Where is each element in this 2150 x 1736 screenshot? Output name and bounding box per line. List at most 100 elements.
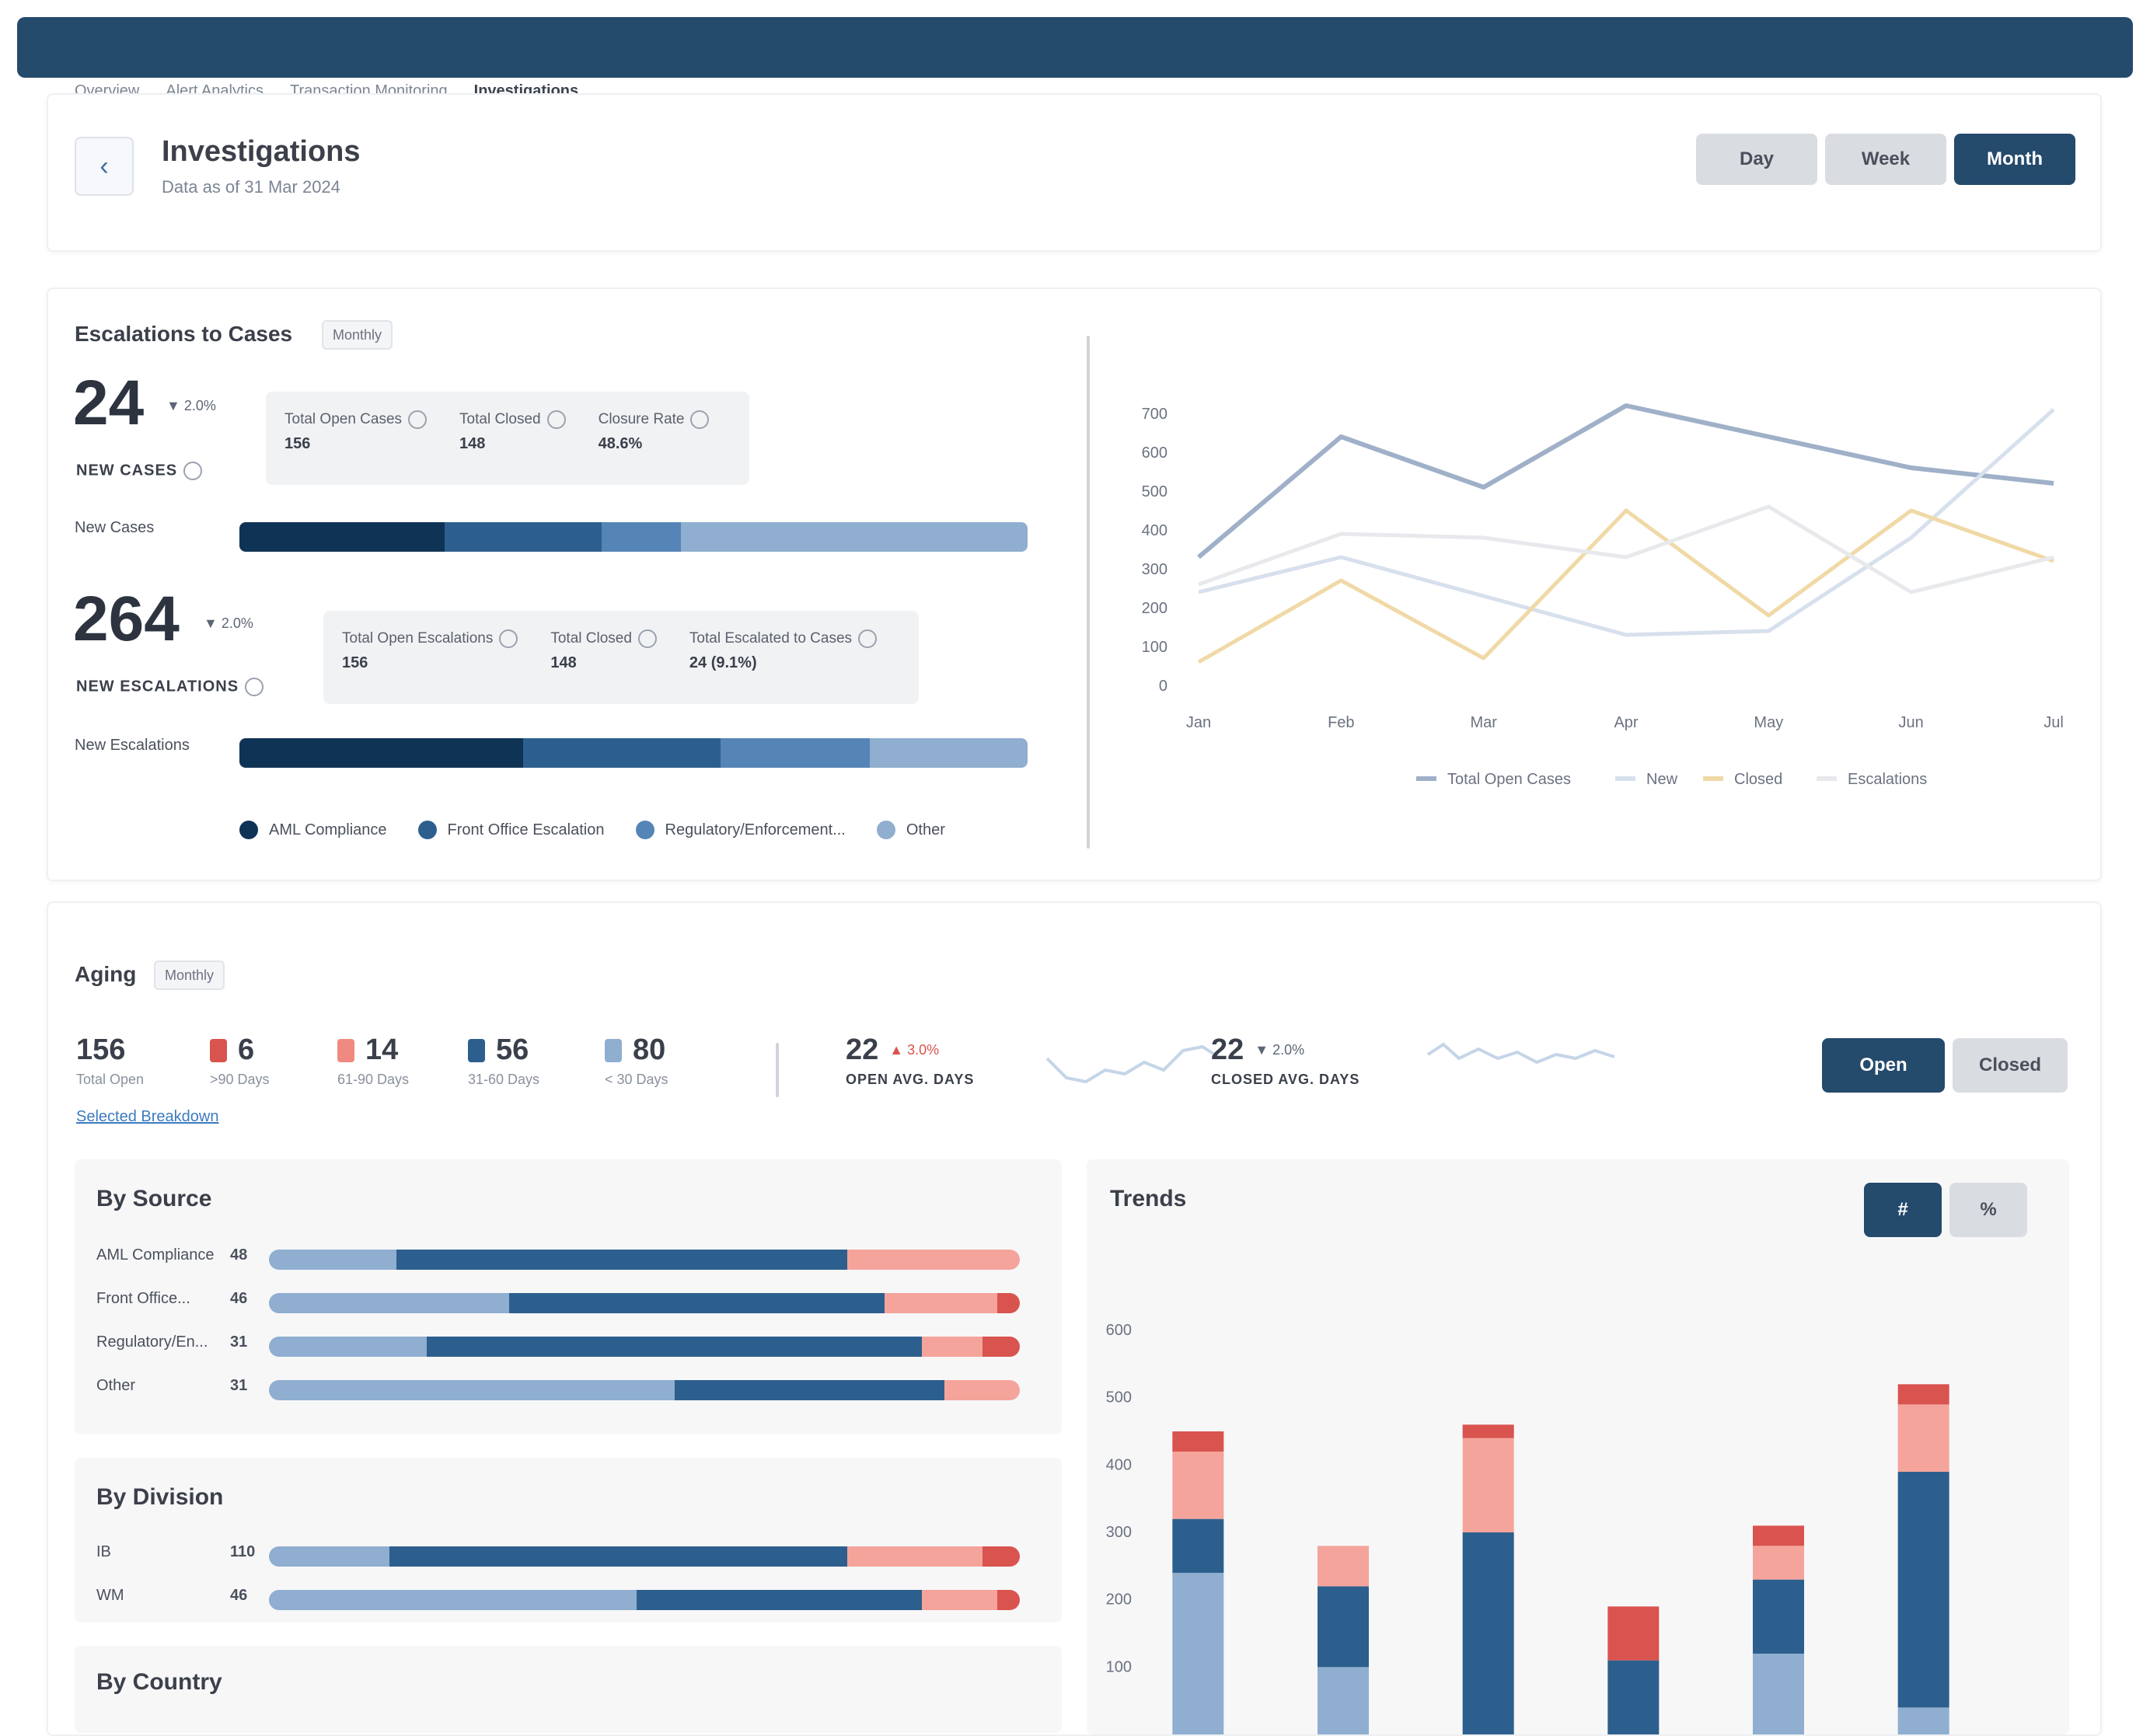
selected-breakdown-link[interactable]: Selected Breakdown: [76, 1108, 219, 1125]
aging-trends-bar-chart[interactable]: 100 200 300 400 500 600: [1087, 1268, 2069, 1734]
bar-segment[interactable]: [674, 1380, 945, 1400]
bar-segment[interactable]: [1897, 1384, 1949, 1405]
x-tick-label: Jun: [1899, 714, 1924, 731]
series-line[interactable]: [1197, 508, 2054, 664]
bar-segment[interactable]: [269, 1380, 675, 1400]
bar-segment[interactable]: [1462, 1438, 1514, 1532]
aging-stacked-bar[interactable]: [269, 1380, 1020, 1400]
bar-segment[interactable]: [637, 1590, 923, 1610]
bar-segment[interactable]: [997, 1590, 1020, 1610]
bar-segment[interactable]: [1753, 1525, 1804, 1546]
info-icon[interactable]: [183, 462, 203, 480]
series-line[interactable]: [1197, 403, 2054, 559]
bar-segment[interactable]: [389, 1546, 847, 1567]
toggle-open-button[interactable]: Open: [1822, 1038, 1945, 1093]
legend-item[interactable]: Other: [876, 821, 945, 839]
bar-segment[interactable]: [982, 1546, 1020, 1567]
bar-segment[interactable]: [720, 738, 871, 768]
escalations-line-chart[interactable]: 0 100 200 300 400 500 600 700 Jan Feb Mar Apr May Jun…: [1121, 367, 2069, 802]
bar-segment[interactable]: [1607, 1660, 1660, 1734]
aging-stacked-bar[interactable]: [269, 1590, 1020, 1610]
y-tick-label: 500: [1142, 483, 1167, 500]
aging-stacked-bar[interactable]: [269, 1546, 1020, 1567]
bar-segment[interactable]: [1753, 1579, 1804, 1654]
series-line[interactable]: [1198, 504, 2054, 594]
bar-segment[interactable]: [396, 1250, 847, 1270]
info-icon[interactable]: [546, 410, 566, 429]
period-day-button[interactable]: Day: [1696, 134, 1817, 185]
toggle-closed-button[interactable]: Closed: [1953, 1038, 2068, 1093]
new-cases-stats: Total Open Cases 156 Total Closed 148 Cl…: [266, 392, 749, 485]
section-divider: [1087, 336, 1090, 849]
bar-segment[interactable]: [1172, 1452, 1224, 1519]
bar-segment[interactable]: [870, 738, 1028, 768]
period-week-button[interactable]: Week: [1825, 134, 1946, 185]
bar-segment[interactable]: [269, 1590, 637, 1610]
bar-segment[interactable]: [239, 738, 524, 768]
bar-segment[interactable]: [269, 1546, 389, 1567]
bar-segment[interactable]: [885, 1293, 997, 1313]
bar-segment[interactable]: [1172, 1518, 1224, 1573]
aging-stacked-bar[interactable]: [269, 1250, 1020, 1270]
legend-swatch: [635, 821, 654, 839]
bar-segment[interactable]: [922, 1590, 997, 1610]
bar-segment[interactable]: [523, 738, 721, 768]
bar-segment[interactable]: [1172, 1573, 1224, 1734]
bar-segment[interactable]: [1753, 1546, 1804, 1580]
bar-segment[interactable]: [944, 1380, 1020, 1400]
kpi-under-30-days[interactable]: 80 < 30 Days: [605, 1034, 668, 1087]
new-escalations-stacked-bar[interactable]: [239, 738, 1028, 768]
bar-segment[interactable]: [426, 1337, 923, 1357]
kpi-61-90-days[interactable]: 14 61-90 Days: [337, 1034, 410, 1087]
aging-stacked-bar[interactable]: [269, 1337, 1020, 1357]
y-tick-label: 300: [1142, 561, 1167, 578]
bar-segment[interactable]: [846, 1250, 1020, 1270]
bar-segment[interactable]: [444, 522, 602, 552]
kpi-31-60-days[interactable]: 56 31-60 Days: [468, 1034, 540, 1087]
bar-segment[interactable]: [1318, 1586, 1369, 1668]
info-icon[interactable]: [690, 410, 710, 429]
bar-segment[interactable]: [1462, 1424, 1514, 1438]
bar-segment[interactable]: [602, 522, 681, 552]
kpi-over-90-days[interactable]: 6 >90 Days: [210, 1034, 270, 1087]
bar-segment[interactable]: [269, 1250, 397, 1270]
bar-segment[interactable]: [509, 1293, 885, 1313]
bar-segment[interactable]: [982, 1337, 1020, 1357]
legend-label: Total Open Cases: [1447, 771, 1571, 788]
bar-segment[interactable]: [680, 522, 1028, 552]
bar-segment[interactable]: [1318, 1546, 1369, 1587]
legend-item[interactable]: Front Office Escalation: [417, 821, 605, 839]
bar-segment[interactable]: [1462, 1532, 1514, 1734]
toggle-count-button[interactable]: #: [1864, 1183, 1942, 1237]
new-cases-stacked-bar[interactable]: [239, 522, 1028, 552]
info-icon[interactable]: [499, 629, 518, 648]
bar-segment[interactable]: [846, 1546, 983, 1567]
bar-segment[interactable]: [922, 1337, 983, 1357]
info-icon[interactable]: [858, 629, 878, 648]
bar-segment[interactable]: [1607, 1606, 1660, 1661]
bar-segment[interactable]: [1897, 1472, 1949, 1708]
x-tick-label: Feb: [1328, 714, 1354, 731]
legend-item[interactable]: AML Compliance: [239, 821, 387, 839]
series-line[interactable]: [1198, 408, 2055, 637]
bar-segment[interactable]: [1897, 1404, 1949, 1472]
bar-segment[interactable]: [1172, 1431, 1224, 1452]
back-button[interactable]: ‹: [75, 137, 134, 196]
aging-period-chip[interactable]: Monthly: [154, 960, 225, 990]
bar-segment[interactable]: [997, 1293, 1020, 1313]
info-icon[interactable]: [408, 410, 428, 429]
bar-segment[interactable]: [1318, 1667, 1369, 1734]
aging-stacked-bar[interactable]: [269, 1293, 1020, 1313]
info-icon[interactable]: [637, 629, 657, 648]
by-source-title: By Source: [96, 1186, 212, 1211]
toggle-percent-button[interactable]: %: [1949, 1183, 2027, 1237]
bar-segment[interactable]: [1897, 1707, 1949, 1734]
legend-item[interactable]: Regulatory/Enforcement...: [635, 821, 846, 839]
bar-segment[interactable]: [269, 1293, 510, 1313]
info-icon[interactable]: [245, 678, 264, 696]
bar-segment[interactable]: [239, 522, 445, 552]
period-month-button[interactable]: Month: [1954, 134, 2075, 185]
bar-segment[interactable]: [269, 1337, 427, 1357]
bar-segment[interactable]: [1753, 1654, 1804, 1734]
escalations-period-chip[interactable]: Monthly: [322, 320, 393, 350]
